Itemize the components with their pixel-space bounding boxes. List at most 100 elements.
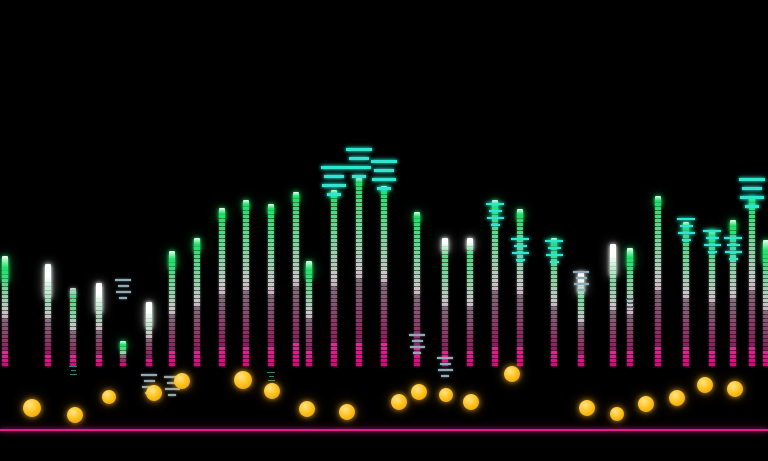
bar-tip-highlight [306,261,312,279]
bar-segment [146,327,152,330]
bubble-03 [102,390,116,404]
bar-segment [517,227,523,230]
bar-segment [243,359,249,362]
bar-segment [331,207,337,210]
bar-segment [763,363,768,366]
bar-segment [219,283,225,286]
bar-segment [70,323,76,326]
bar-segment [45,323,51,326]
bar-segment [763,319,768,322]
bar-segment [356,199,362,202]
bar-segment [749,207,755,210]
peak-cap-rule [69,366,77,367]
bar-segment [551,355,557,358]
bar-segment [683,299,689,302]
bar-segment [655,267,661,270]
bar-segment [749,219,755,222]
bar-segment [655,363,661,366]
bar-segment [331,227,337,230]
bar-segment [194,263,200,266]
bar-segment [683,295,689,298]
bar-segment [551,271,557,274]
peak-cap-rule [705,237,719,239]
bar-segment [356,231,362,234]
bar-segment [169,287,175,290]
bar-segment [730,323,736,326]
bar-segment [749,231,755,234]
bar-segment [293,291,299,294]
bar-tip-highlight [70,288,76,298]
bar-segment [763,303,768,306]
bar-segment [467,331,473,334]
bar-segment [120,359,126,362]
bar-segment [219,323,225,326]
bar-segment [467,343,473,346]
bar-segment [96,319,102,322]
bar-tip-highlight [356,178,362,186]
bar-segment [655,295,661,298]
bar-segment [749,227,755,230]
bar-segment [356,323,362,326]
bar-segment [194,303,200,306]
bar-segment [655,307,661,310]
bar-tip-highlight [414,212,420,222]
bar-segment [467,323,473,326]
bar-segment [655,335,661,338]
bar-segment [749,331,755,334]
band-11-peak-cap [267,372,275,384]
bar-segment [730,295,736,298]
bar-segment [683,271,689,274]
bar-segment [730,239,736,242]
band-13 [306,261,312,366]
peak-cap-rule [745,205,759,208]
band-07 [169,251,175,366]
band-31 [763,240,768,366]
bar-segment [2,343,8,346]
baseline-rule [0,429,768,431]
bar-segment [683,327,689,330]
bar-segment [749,271,755,274]
bar-segment [578,363,584,366]
peak-cap-rule [168,394,176,396]
peak-cap-rule [728,258,738,260]
bar-segment [293,335,299,338]
bar-segment [293,315,299,318]
bar-segment [749,339,755,342]
bar-segment [331,315,337,318]
band-25-peak-cap [626,299,634,311]
bar-segment [517,291,523,294]
bar-tip-highlight [146,302,152,328]
bar-segment [551,347,557,350]
bar-segment [356,287,362,290]
bar-segment [763,275,768,278]
bubble-07 [264,383,280,399]
bar-segment [517,315,523,318]
bar-segment [442,323,448,326]
bar-segment [414,343,420,346]
bar-segment [551,259,557,262]
bar-segment [169,307,175,310]
bar-segment [45,339,51,342]
bar-segment [331,343,337,346]
bar-segment [414,239,420,242]
bar-segment [763,307,768,310]
bar-segment [169,363,175,366]
bar-segment [356,211,362,214]
bar-segment [492,231,498,234]
bar-segment [655,211,661,214]
bar-segment [268,243,274,246]
bar-segment [442,355,448,358]
bar-segment [331,347,337,350]
bar-segment [578,315,584,318]
bar-segment [551,291,557,294]
band-17 [414,212,420,366]
bar-segment [381,211,387,214]
bubble-11 [411,384,427,400]
bar-segment [414,347,420,350]
bar-segment [467,347,473,350]
bar-segment [763,283,768,286]
bar-segment [655,291,661,294]
bar-segment [45,347,51,350]
bar-segment [492,339,498,342]
